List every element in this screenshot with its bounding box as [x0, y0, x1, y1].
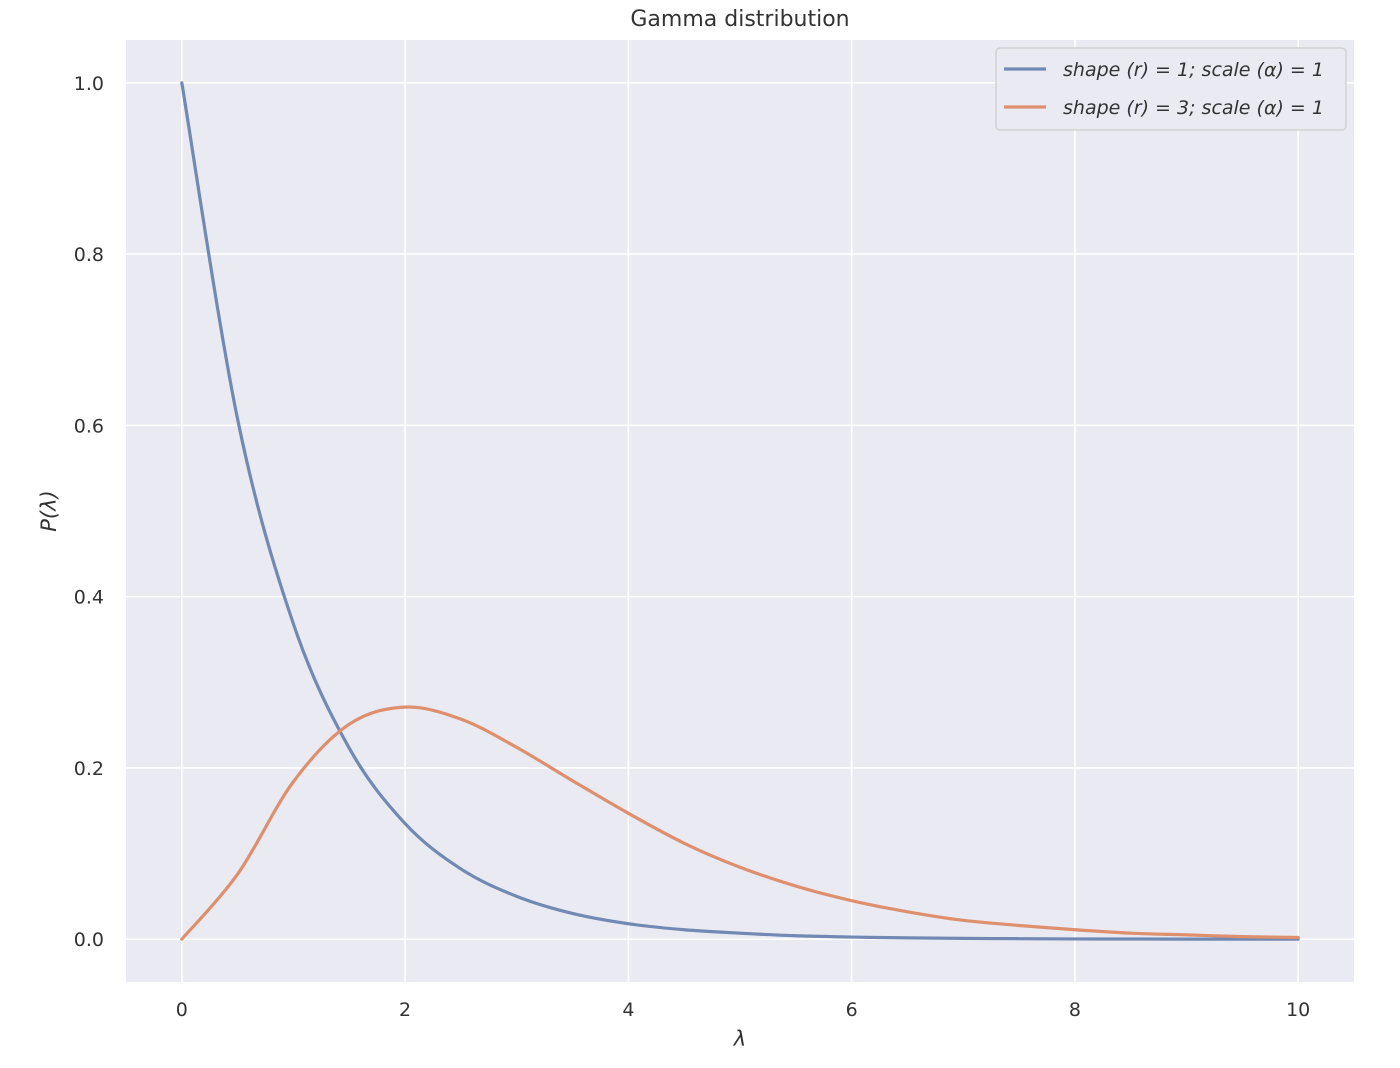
series-line-2	[180, 705, 1300, 941]
y-tick-label: 0.8	[74, 244, 104, 266]
y-tick-label: 0.4	[74, 587, 104, 609]
x-tick-label: 8	[1069, 999, 1081, 1021]
legend-box	[995, 47, 1347, 131]
y-tick-label: 0.2	[74, 758, 104, 780]
x-tick-label: 4	[622, 999, 634, 1021]
legend: shape (r) = 1; scale (α) = 1 shape (r) =…	[995, 47, 1347, 131]
x-axis-label: λ	[733, 1027, 746, 1051]
series-line-1	[180, 81, 1300, 941]
grid-lines	[126, 40, 1354, 982]
y-tick-label: 0.6	[74, 415, 104, 437]
legend-label-series-2: shape (r) = 3; scale (α) = 1	[1063, 97, 1324, 119]
y-tick-label: 1.0	[74, 73, 104, 95]
x-tick-label: 6	[846, 999, 858, 1021]
tick-labels: 0 2 4 6 8 10 0.0 0.2 0.4 0.6 0.8 1.0	[74, 73, 1310, 1021]
legend-label-series-1: shape (r) = 1; scale (α) = 1	[1063, 59, 1324, 81]
plot-background	[126, 40, 1354, 982]
x-tick-label: 2	[399, 999, 411, 1021]
x-tick-label: 0	[176, 999, 188, 1021]
y-axis-label: P(λ)	[37, 490, 61, 531]
x-tick-label: 10	[1286, 999, 1310, 1021]
chart-title: Gamma distribution	[630, 7, 849, 32]
series-lines	[180, 81, 1300, 941]
y-tick-label: 0.0	[74, 929, 104, 951]
